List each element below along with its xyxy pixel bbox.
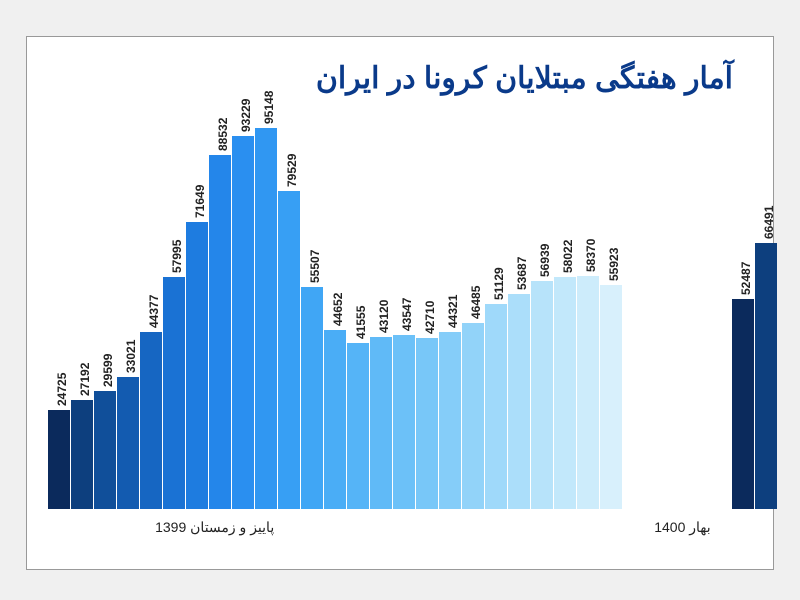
bar-wrap: 44321 — [439, 109, 461, 509]
bar-value-label: 58370 — [584, 238, 598, 271]
bar-wrap: 57995 — [163, 109, 185, 509]
bar-wrap: 44652 — [324, 109, 346, 509]
bar-wrap: 71649 — [186, 109, 208, 509]
bar-wrap: 58370 — [577, 109, 599, 509]
x-label-group-0: پاییز و زمستان 1399 — [155, 519, 274, 536]
bar — [48, 410, 70, 509]
bar-value-label: 43120 — [377, 299, 391, 332]
bar-wrap: 44377 — [140, 109, 162, 509]
bar — [232, 136, 254, 509]
bar — [71, 400, 93, 509]
bar-value-label: 44321 — [446, 294, 460, 327]
bar-wrap: 55507 — [301, 109, 323, 509]
bar-wrap: 42710 — [416, 109, 438, 509]
bar — [485, 304, 507, 509]
bar-value-label: 56939 — [538, 244, 552, 277]
bar-wrap: 24725 — [48, 109, 70, 509]
bar-wrap: 33021 — [117, 109, 139, 509]
bar-wrap: 43120 — [370, 109, 392, 509]
bar — [324, 330, 346, 509]
bar-value-label: 42710 — [423, 301, 437, 334]
bar — [370, 337, 392, 509]
bar-value-label: 33021 — [124, 340, 138, 373]
chart-frame: آمار هفتگی مبتلایان کرونا در ایران 24725… — [26, 36, 774, 570]
bar — [140, 332, 162, 510]
bar-wrap: 56939 — [531, 109, 553, 509]
bar-value-label: 41555 — [354, 305, 368, 338]
bar-value-label: 79529 — [285, 154, 299, 187]
bar-value-label: 53687 — [515, 257, 529, 290]
bar — [255, 128, 277, 509]
bar — [755, 243, 777, 509]
bar — [347, 343, 369, 509]
bar-value-label: 66491 — [762, 206, 776, 239]
bar — [94, 391, 116, 509]
x-axis-labels: پاییز و زمستان 1399 بهار 1400 — [47, 519, 753, 543]
bar-value-label: 43547 — [400, 297, 414, 330]
bar-wrap: 95148 — [255, 109, 277, 509]
bar-group-autumn-winter-1399: 24725 27192 29599 33021 44377 57995 71649 88532… — [47, 109, 622, 509]
bar-value-label: 88532 — [216, 118, 230, 151]
bar-value-label: 55507 — [308, 250, 322, 283]
bar-wrap: 79529 — [278, 109, 300, 509]
bar-value-label: 93229 — [239, 99, 253, 132]
bar-wrap: 66491 — [755, 109, 777, 509]
bar — [732, 299, 754, 509]
bars-container: 24725 27192 29599 33021 44377 57995 71649 88532… — [47, 109, 753, 509]
bar-value-label: 57995 — [170, 240, 184, 273]
bar-wrap: 51129 — [485, 109, 507, 509]
bar — [462, 323, 484, 509]
bar — [439, 332, 461, 509]
bar-wrap: 41555 — [347, 109, 369, 509]
x-label-group-1: بهار 1400 — [654, 519, 710, 536]
bar — [186, 222, 208, 509]
bar-value-label: 27192 — [78, 363, 92, 396]
bar-group-spring-1400: 52487 66491 — [622, 109, 777, 509]
bar-value-label: 46485 — [469, 286, 483, 319]
bar-wrap: 46485 — [462, 109, 484, 509]
bar-value-label: 58022 — [561, 240, 575, 273]
bar-wrap: 29599 — [94, 109, 116, 509]
chart-title: آمار هفتگی مبتلایان کرونا در ایران — [316, 61, 733, 96]
bar-wrap: 53687 — [508, 109, 530, 509]
bar-value-label: 52487 — [739, 262, 753, 295]
bar — [393, 335, 415, 509]
bar-wrap: 58022 — [554, 109, 576, 509]
bar — [531, 281, 553, 509]
bar-value-label: 24725 — [55, 373, 69, 406]
bar — [209, 155, 231, 509]
bar-value-label: 71649 — [193, 185, 207, 218]
bar — [416, 338, 438, 509]
bar — [278, 191, 300, 509]
chart-area: 24725 27192 29599 33021 44377 57995 71649 88532… — [47, 109, 753, 509]
bar-wrap: 43547 — [393, 109, 415, 509]
bar-wrap: 93229 — [232, 109, 254, 509]
bar-wrap: 27192 — [71, 109, 93, 509]
bar-wrap: 88532 — [209, 109, 231, 509]
bar-value-label: 55923 — [607, 248, 621, 281]
bar — [577, 276, 599, 509]
bar — [117, 377, 139, 509]
bar-value-label: 95148 — [262, 91, 276, 124]
bar — [508, 294, 530, 509]
bar-wrap: 52487 — [732, 109, 754, 509]
bar — [554, 277, 576, 509]
bar-value-label: 51129 — [492, 268, 506, 301]
bar-wrap: 55923 — [600, 109, 622, 509]
bar-value-label: 44377 — [147, 294, 161, 327]
bar-value-label: 44652 — [331, 293, 345, 326]
bar — [301, 287, 323, 509]
bar — [600, 285, 622, 509]
bar-value-label: 29599 — [101, 353, 115, 386]
bar — [163, 277, 185, 509]
